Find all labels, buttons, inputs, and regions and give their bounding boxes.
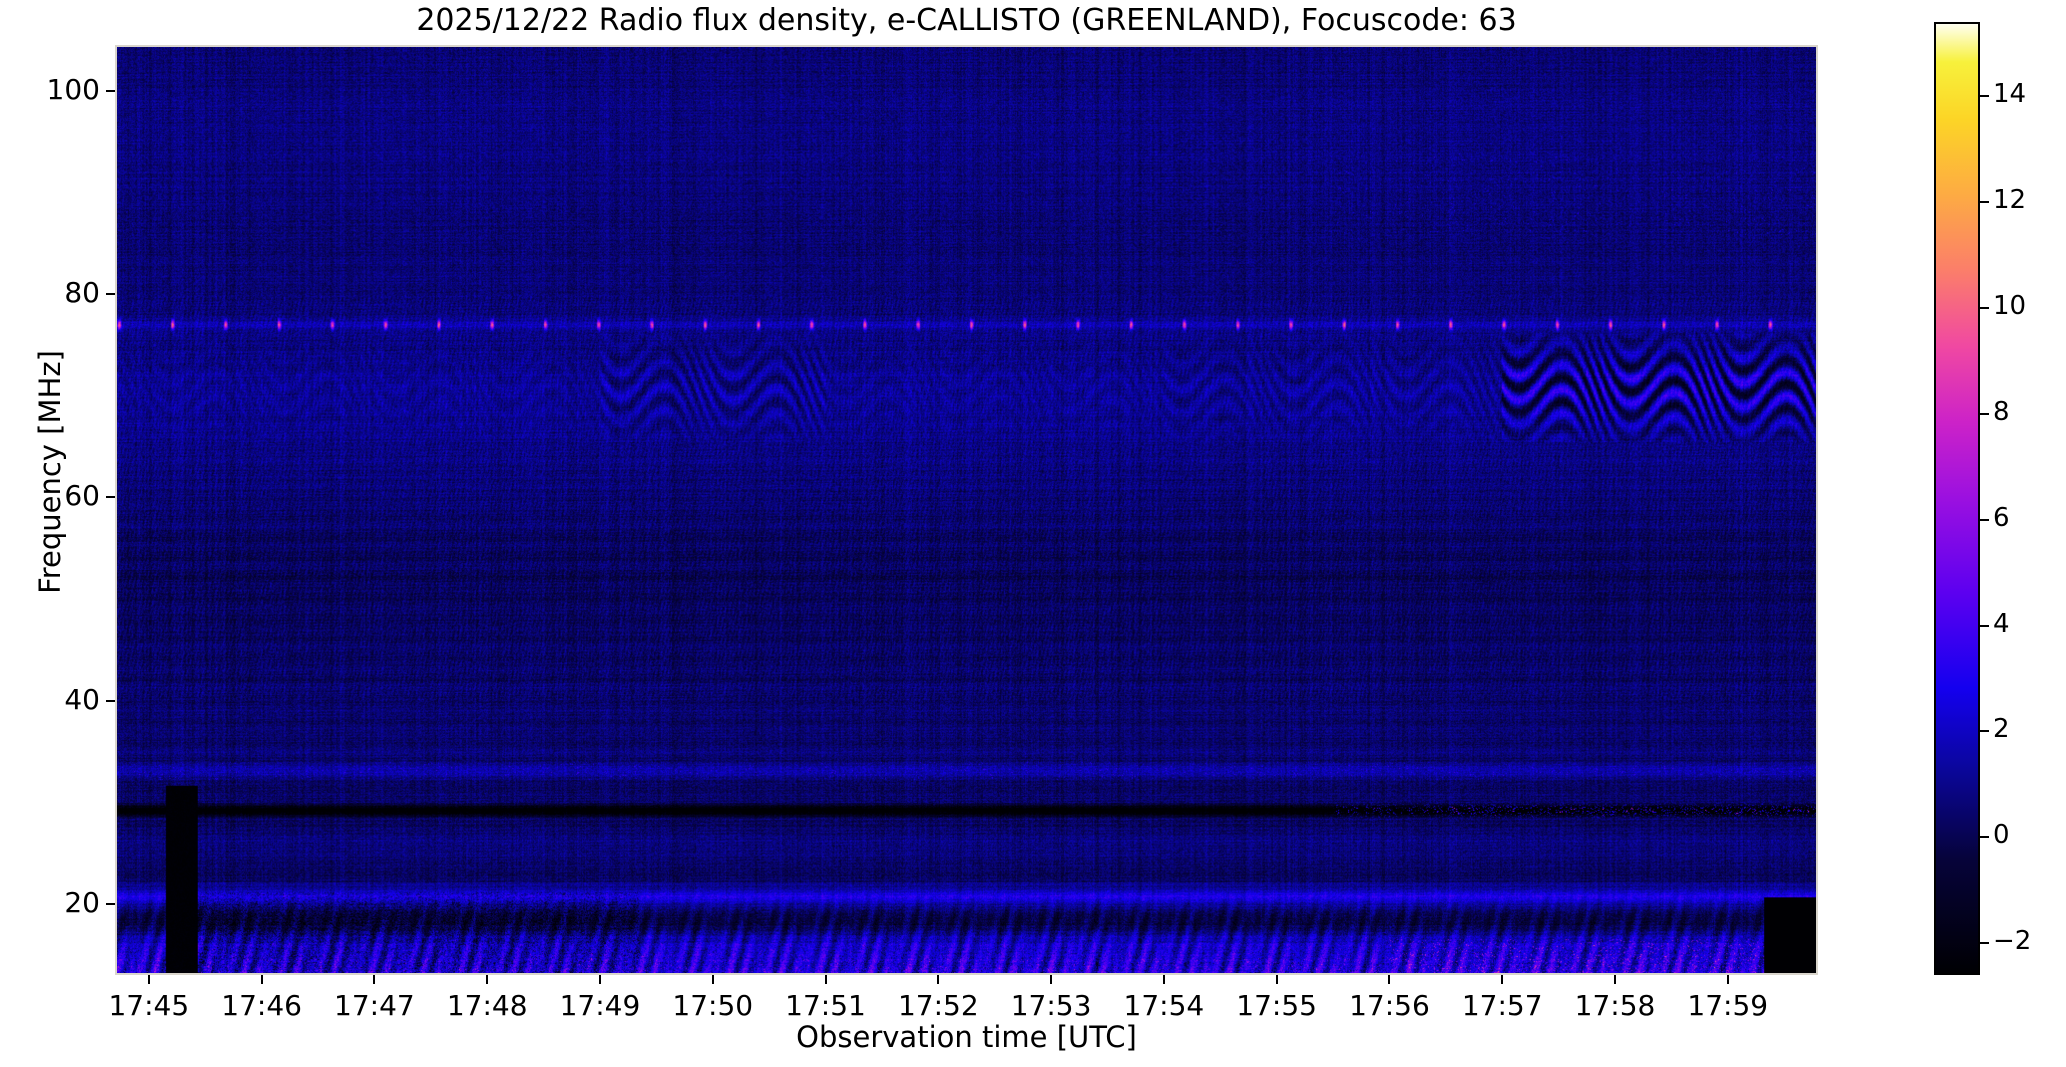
x-tick-mark (711, 975, 714, 984)
y-tick-label: 100 (46, 72, 100, 106)
colorbar-tick-label: 2 (1993, 714, 2010, 745)
x-tick-label: 17:50 (672, 989, 754, 1022)
colorbar-tick-label: 14 (1993, 79, 2027, 110)
colorbar-tick-label: 0 (1993, 820, 2010, 851)
y-tick-label: 80 (64, 276, 100, 310)
colorbar-tick-mark (1980, 518, 1989, 521)
x-tick-mark (1613, 975, 1616, 984)
x-tick-mark (1275, 975, 1278, 984)
colorbar-tick-label: 8 (1993, 396, 2010, 427)
x-tick-mark (373, 975, 376, 984)
x-tick-mark (1501, 975, 1504, 984)
colorbar-tick-mark (1980, 412, 1989, 415)
x-tick-label: 17:47 (334, 989, 415, 1022)
y-tick-mark (106, 699, 115, 702)
spectrogram-image (117, 47, 1816, 973)
colorbar-tick-mark (1980, 201, 1989, 203)
colorbar-tick-label: 10 (1993, 290, 2027, 321)
x-tick-label: 17:55 (1236, 989, 1317, 1022)
colorbar (1934, 22, 1980, 975)
colorbar-tick-mark (1980, 624, 1989, 627)
x-tick-mark (1388, 975, 1391, 984)
x-tick-mark (598, 975, 601, 984)
y-tick-label: 20 (64, 885, 100, 919)
y-tick-mark (106, 293, 115, 296)
x-tick-label: 17:53 (1010, 989, 1092, 1022)
colorbar-tick-label: 4 (1993, 608, 2010, 639)
x-tick-label: 17:45 (108, 989, 190, 1022)
x-tick-label: 17:57 (1461, 989, 1543, 1022)
colorbar-tick-mark (1980, 836, 1989, 839)
colorbar-gradient (1936, 24, 1978, 973)
spectrogram-axes (115, 45, 1818, 975)
x-tick-label: 17:58 (1574, 989, 1656, 1022)
x-tick-mark (1162, 975, 1165, 984)
x-tick-mark (486, 975, 489, 984)
colorbar-tick-label: 6 (1993, 502, 2010, 533)
y-tick-mark (106, 89, 115, 92)
x-axis-label: Observation time [UTC] (796, 1020, 1137, 1054)
y-axis-label: Frequency [MHz] (33, 350, 67, 594)
colorbar-tick-label: −2 (1993, 926, 2032, 957)
x-tick-mark (824, 975, 827, 984)
x-tick-label: 17:49 (559, 989, 641, 1022)
x-tick-label: 17:48 (446, 989, 528, 1022)
y-tick-label: 60 (64, 479, 100, 513)
x-tick-label: 17:46 (221, 989, 302, 1022)
x-tick-label: 17:56 (1349, 989, 1430, 1022)
x-tick-mark (147, 975, 150, 984)
colorbar-tick-mark (1980, 306, 1989, 309)
x-tick-label: 17:54 (1123, 989, 1205, 1022)
colorbar-tick-label: 12 (1993, 185, 2027, 215)
colorbar-tick-mark (1980, 95, 1989, 98)
x-tick-mark (1050, 975, 1053, 984)
x-tick-mark (937, 975, 940, 984)
x-tick-label: 17:51 (785, 989, 866, 1022)
colorbar-tick-mark (1980, 730, 1989, 733)
colorbar-tick-mark (1980, 942, 1989, 945)
page-title: 2025/12/22 Radio flux density, e-CALLIST… (416, 3, 1517, 38)
y-tick-mark (106, 902, 115, 905)
x-tick-mark (1726, 975, 1729, 984)
x-tick-mark (260, 975, 263, 984)
y-tick-label: 40 (64, 682, 100, 716)
x-tick-label: 17:59 (1687, 989, 1769, 1022)
y-tick-mark (106, 496, 115, 499)
x-tick-label: 17:52 (897, 989, 979, 1022)
